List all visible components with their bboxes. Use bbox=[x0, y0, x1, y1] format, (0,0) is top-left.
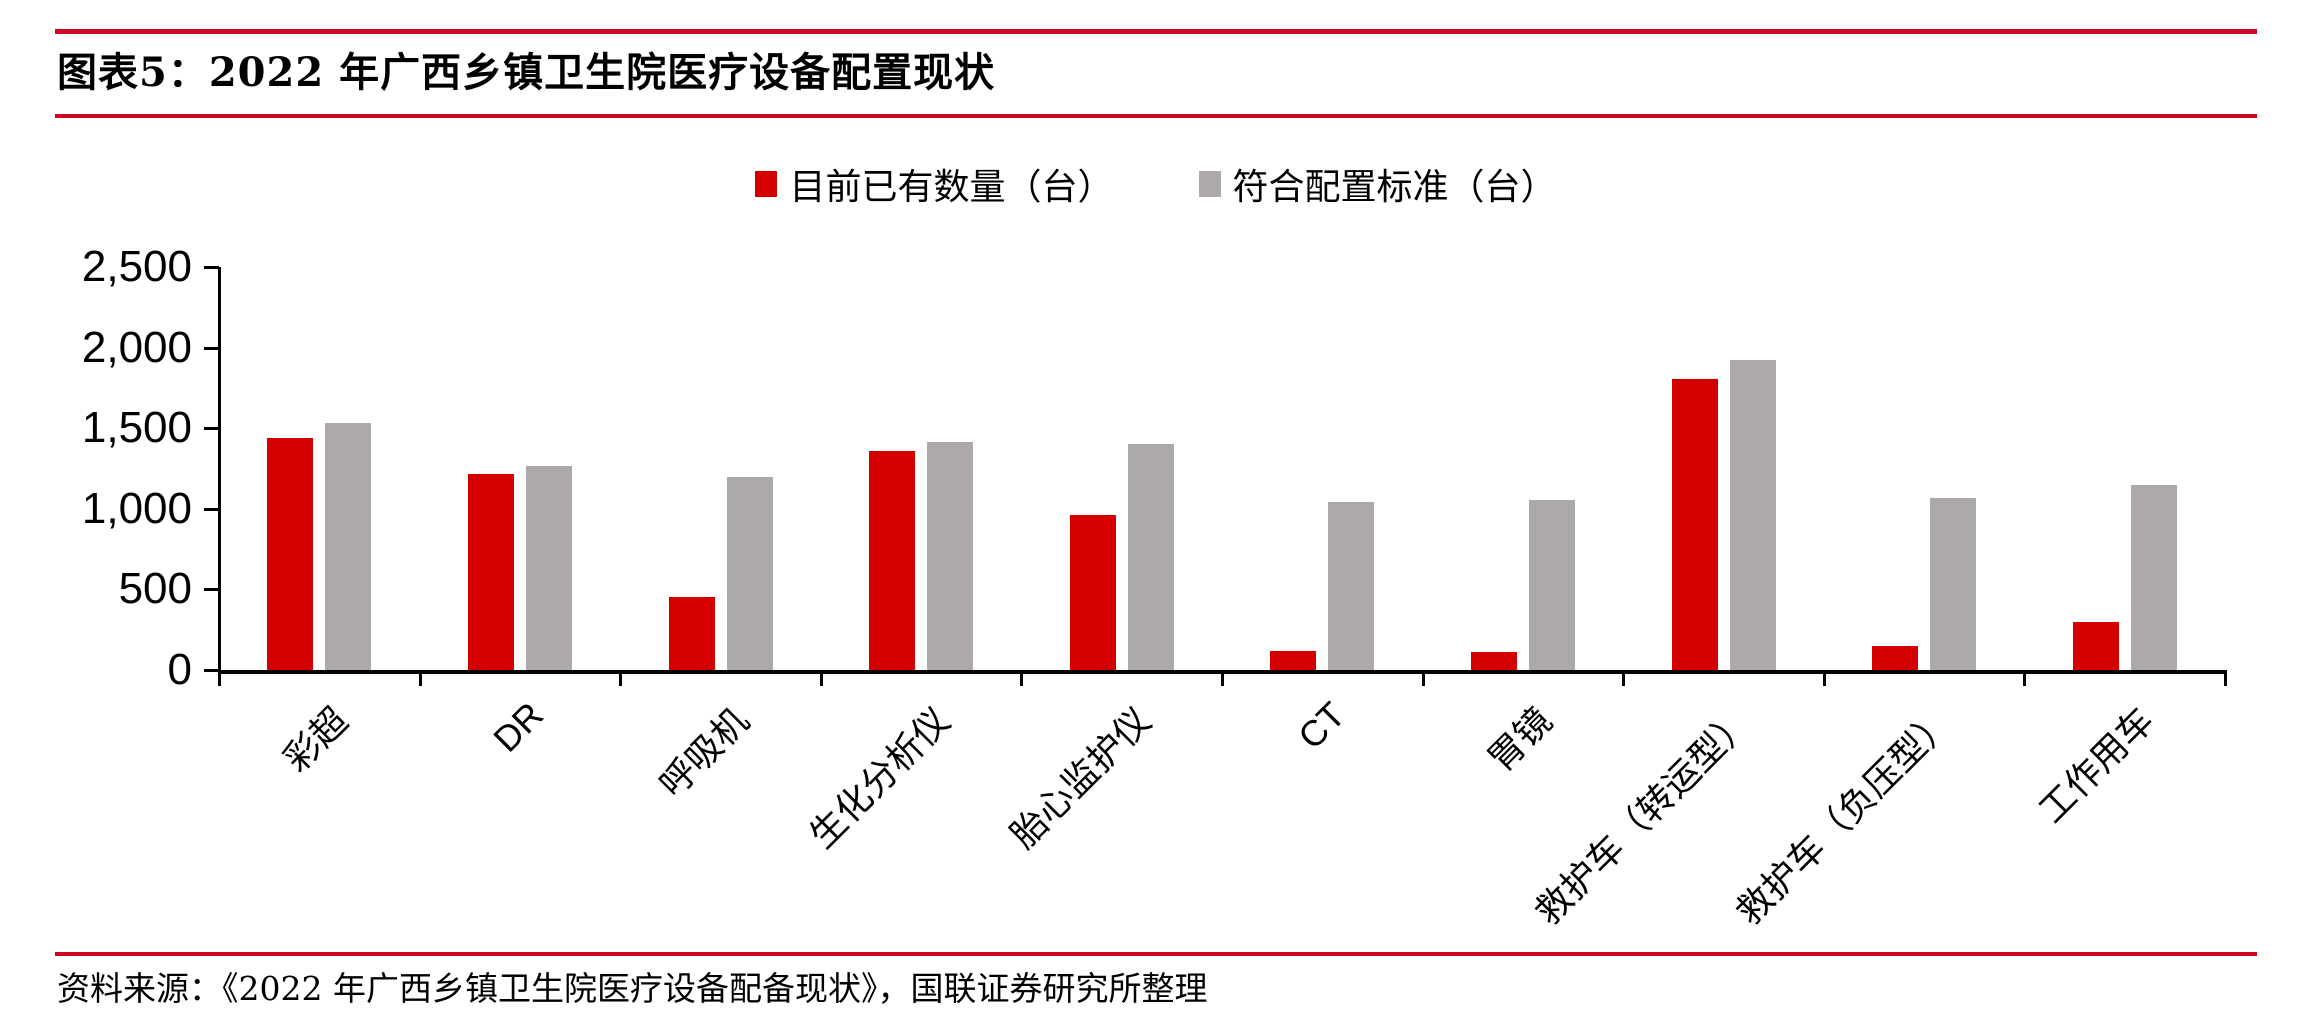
x-tick bbox=[1421, 672, 1425, 686]
source-note: 资料来源：《2022 年广西乡镇卫生院医疗设备配备现状》，国联证券研究所整理 bbox=[57, 969, 1208, 1008]
x-category-label-text: 工作用车 bbox=[2030, 699, 2162, 831]
y-tick-label: 2,500 bbox=[81, 242, 192, 291]
bar-standard-0 bbox=[325, 423, 372, 670]
bar-standard-3 bbox=[927, 442, 974, 670]
bar-standard-2 bbox=[726, 477, 773, 670]
bar-standard-9 bbox=[2130, 485, 2177, 670]
top-rule bbox=[55, 29, 2257, 34]
bar-standard-4 bbox=[1127, 444, 1174, 670]
legend-swatch bbox=[755, 171, 778, 197]
bottom-rule bbox=[55, 952, 2257, 956]
legend-item: 符合配置标准（台） bbox=[1198, 158, 1557, 210]
x-tick bbox=[1822, 672, 1826, 686]
x-tick bbox=[218, 672, 221, 686]
bar-standard-5 bbox=[1328, 502, 1375, 670]
x-category-label-text: 彩超 bbox=[276, 699, 356, 780]
x-category-label-text: DR bbox=[485, 694, 551, 760]
bar-current-8 bbox=[1872, 646, 1919, 670]
y-tick bbox=[204, 507, 219, 511]
y-tick bbox=[204, 427, 219, 431]
y-tick-label: 0 bbox=[167, 645, 192, 694]
bar-current-3 bbox=[869, 451, 916, 670]
x-tick bbox=[819, 672, 823, 686]
x-category-label-text: 胃镜 bbox=[1479, 699, 1560, 780]
bar-current-2 bbox=[668, 597, 715, 670]
bar-standard-1 bbox=[525, 466, 572, 670]
legend-label: 目前已有数量（台） bbox=[789, 167, 1114, 208]
figure-title: 图表5：2022 年广西乡镇卫生院医疗设备配置现状 bbox=[57, 49, 996, 96]
bar-current-9 bbox=[2072, 622, 2119, 670]
bar-standard-6 bbox=[1528, 500, 1575, 670]
x-tick bbox=[619, 672, 623, 686]
x-category-label-text: CT bbox=[1290, 694, 1354, 757]
bar-current-4 bbox=[1069, 515, 1116, 670]
x-tick bbox=[1020, 672, 1024, 686]
x-tick bbox=[1622, 672, 1626, 686]
y-tick bbox=[204, 669, 219, 672]
plot-area bbox=[218, 267, 2227, 674]
y-tick bbox=[204, 346, 219, 350]
y-tick-label: 500 bbox=[118, 564, 192, 614]
x-category-label-text: 呼吸机 bbox=[651, 699, 758, 806]
legend-label: 符合配置标准（台） bbox=[1232, 167, 1557, 208]
x-tick bbox=[2224, 672, 2227, 686]
chart-legend: 目前已有数量（台） 符合配置标准（台） bbox=[0, 160, 2312, 208]
bar-standard-7 bbox=[1729, 360, 1776, 670]
y-tick-label: 2,000 bbox=[81, 322, 192, 372]
x-category-label-text: 胎心监护仪 bbox=[1002, 699, 1159, 856]
bar-current-1 bbox=[467, 474, 514, 670]
bar-current-5 bbox=[1270, 651, 1317, 670]
x-tick bbox=[1221, 672, 1224, 686]
bar-standard-8 bbox=[1930, 498, 1977, 670]
y-tick bbox=[204, 266, 219, 269]
y-tick-label: 1,500 bbox=[81, 403, 192, 453]
y-tick-label: 1,000 bbox=[81, 483, 192, 533]
x-category-label-text: 生化分析仪 bbox=[801, 699, 958, 856]
bar-current-6 bbox=[1470, 652, 1517, 670]
legend-item: 目前已有数量（台） bbox=[755, 158, 1114, 210]
y-tick bbox=[204, 588, 219, 592]
bar-current-0 bbox=[267, 438, 314, 670]
x-tick bbox=[2023, 672, 2027, 686]
bar-current-7 bbox=[1671, 379, 1718, 670]
x-tick bbox=[418, 672, 422, 686]
legend-swatch bbox=[1198, 171, 1221, 197]
mid-rule bbox=[55, 114, 2257, 118]
